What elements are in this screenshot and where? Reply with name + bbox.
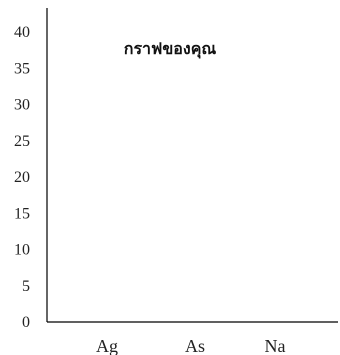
y-tick-label-10: 10 [14, 242, 30, 259]
y-tick-label-40: 40 [14, 24, 30, 41]
y-tick-label-20: 20 [14, 169, 30, 186]
y-tick-label-25: 25 [14, 133, 30, 150]
x-tick-label-ag: Ag [96, 336, 118, 355]
y-tick-label-5: 5 [22, 278, 30, 295]
y-tick-label-35: 35 [14, 60, 30, 77]
x-tick-label-as: As [185, 336, 205, 355]
x-tick-label-na: Na [265, 336, 286, 355]
y-tick-label-15: 15 [14, 205, 30, 222]
y-tick-label-30: 30 [14, 97, 30, 114]
y-axis-ticks: 0 5 10 15 20 25 30 35 40 [14, 24, 30, 331]
y-tick-label-0: 0 [22, 314, 30, 331]
x-axis-labels: Ag As Na [96, 336, 286, 355]
chart-title: กราฟของคุณ [124, 39, 217, 59]
